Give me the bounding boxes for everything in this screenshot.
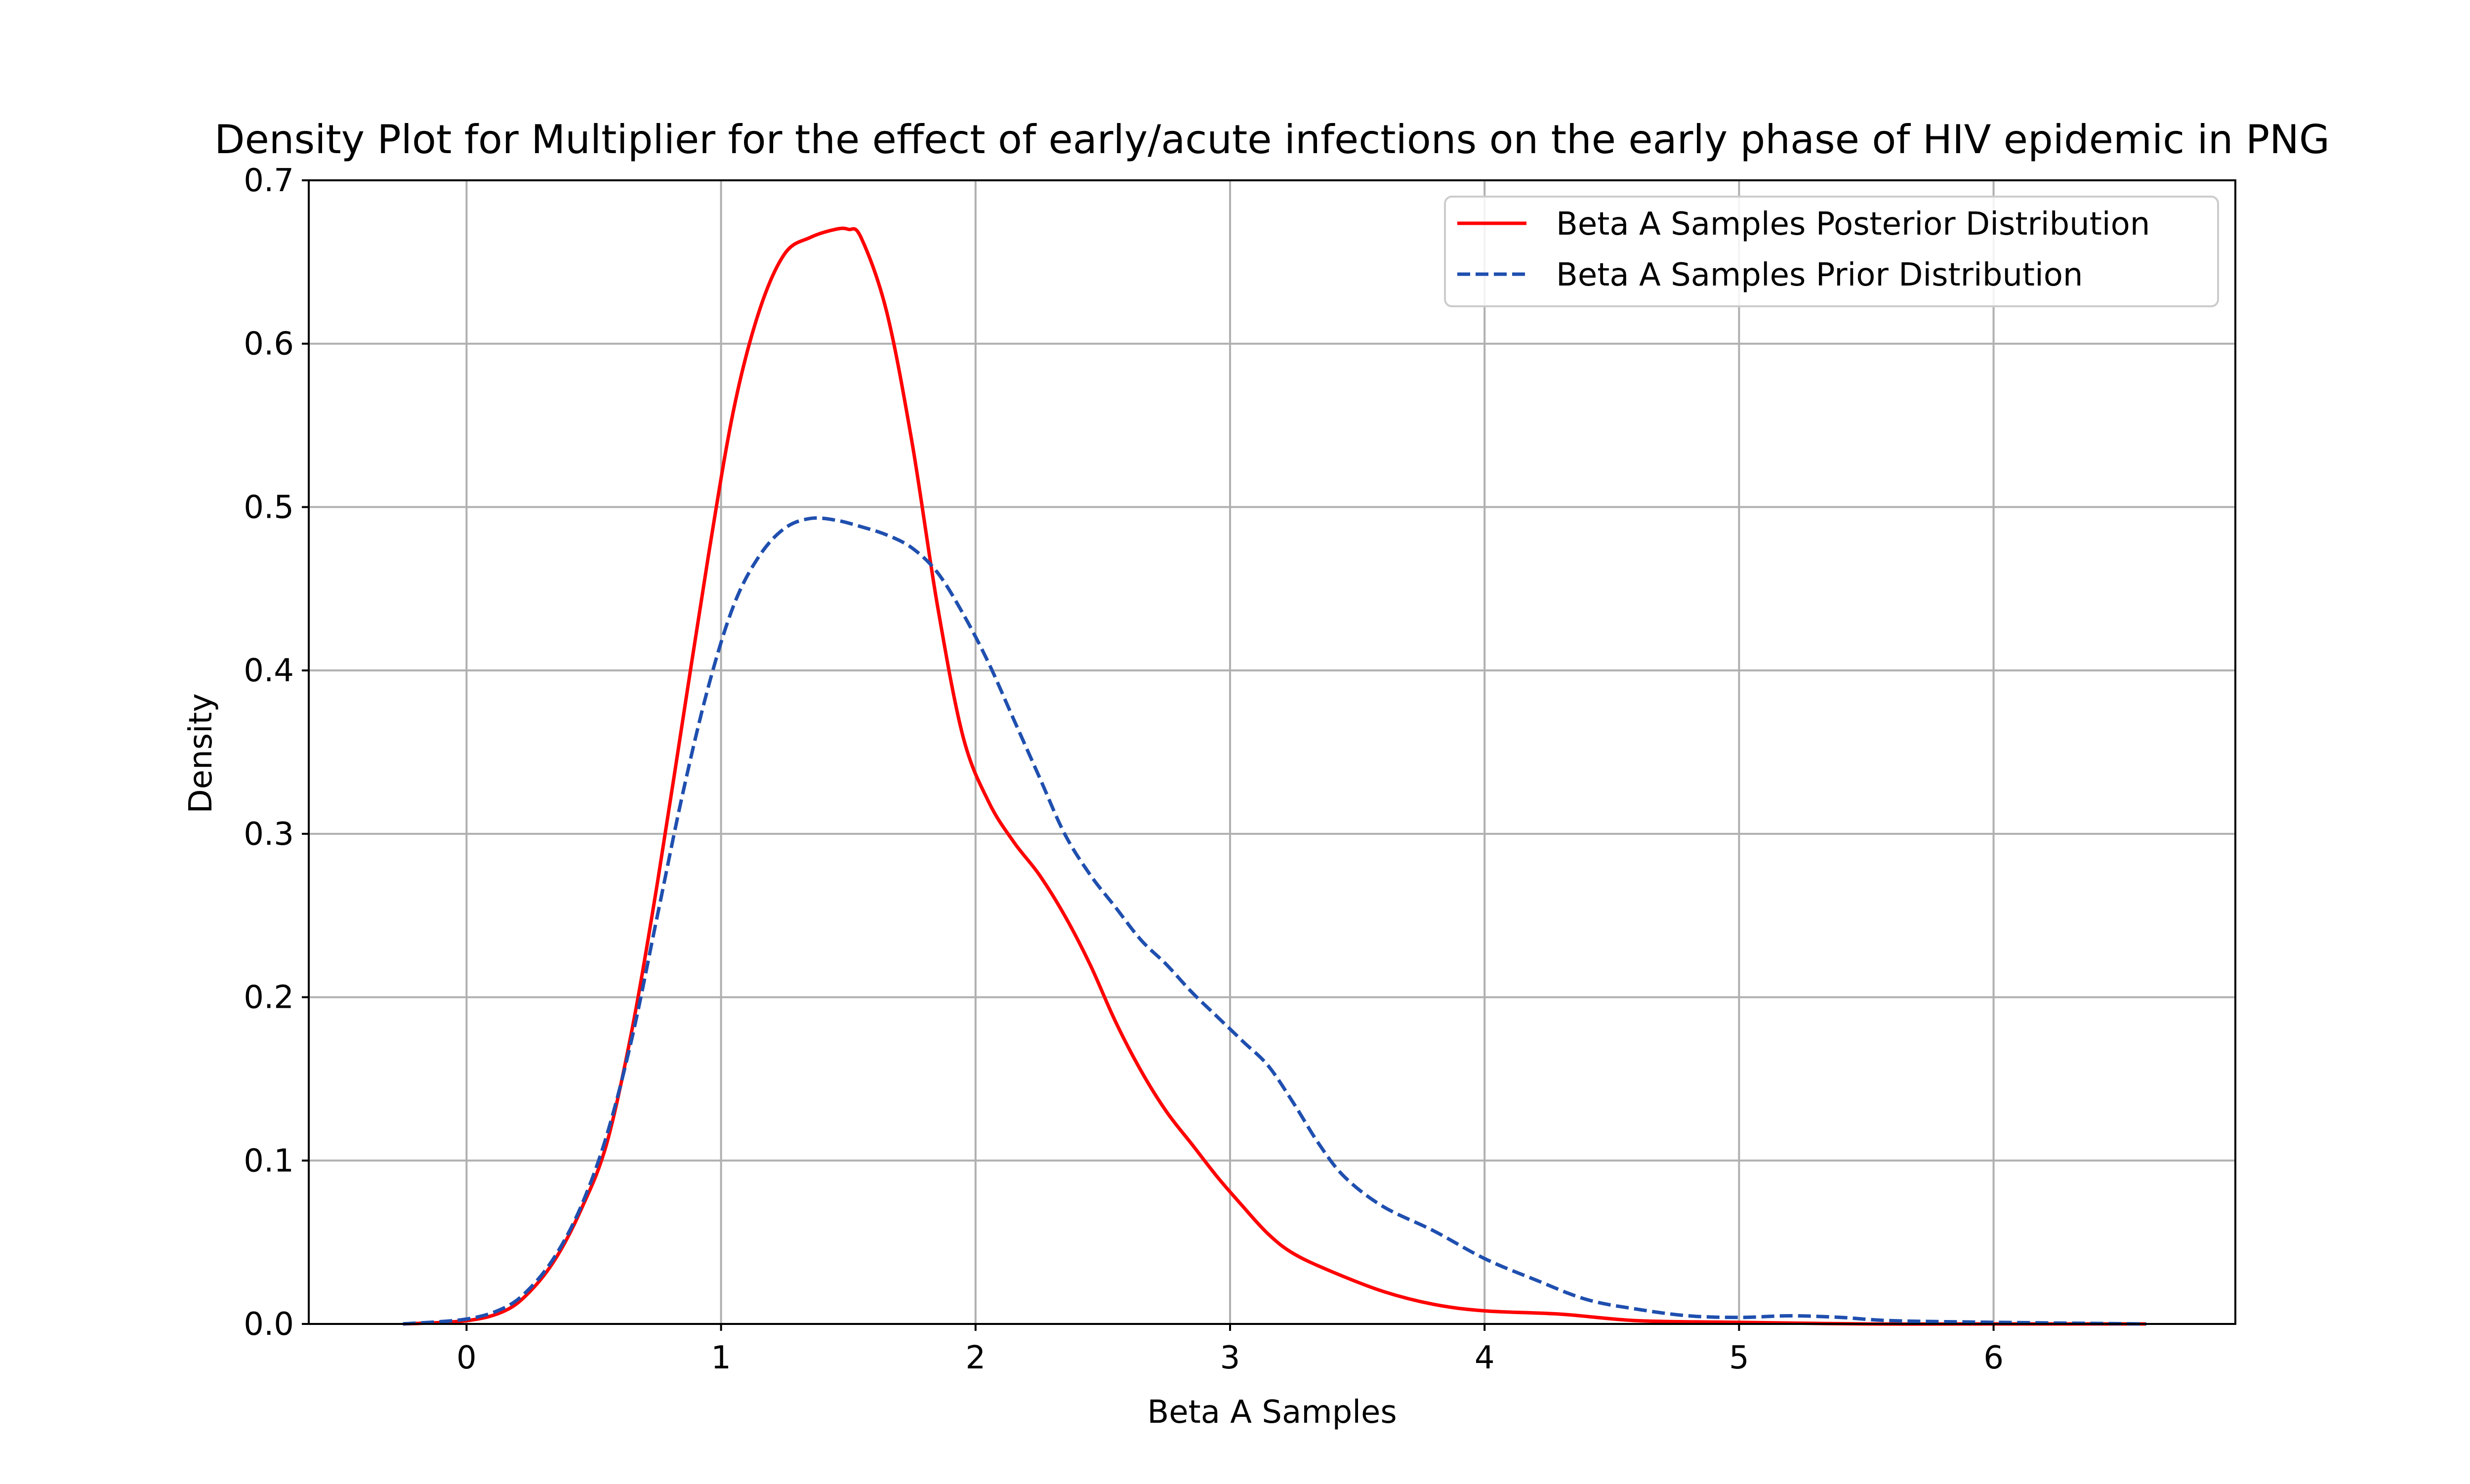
ticks: 0 1 2 3 4 5 6 0.0 0.1 0.2 0.3 0.4 0.5 0.6 0.7: [244, 163, 2004, 1376]
legend-label-posterior: Beta A Samples Posterior Distribution: [1556, 206, 2150, 243]
chart-title: Density Plot for Multiplier for the effe…: [214, 117, 2330, 163]
series-lines: [403, 226, 2146, 1326]
x-tick-label: 6: [1983, 1340, 2004, 1376]
y-tick-label: 0.6: [244, 326, 294, 363]
x-tick-label: 5: [1729, 1340, 1749, 1376]
y-tick-label: 0.4: [244, 653, 294, 689]
x-tick-label: 2: [965, 1340, 986, 1376]
y-tick-label: 0.7: [244, 163, 294, 199]
y-tick-label: 0.1: [244, 1143, 294, 1179]
x-tick-label: 1: [711, 1340, 731, 1376]
grid: [309, 179, 2235, 1325]
y-axis-label: Density: [183, 693, 219, 813]
axes-frame: [308, 179, 2236, 1325]
x-tick-label: 4: [1475, 1340, 1495, 1376]
x-axis-label: Beta A Samples: [1147, 1394, 1397, 1431]
y-tick-label: 0.5: [244, 489, 294, 526]
y-tick-label: 0.3: [244, 816, 294, 853]
prior-density-line: [403, 516, 2146, 1326]
x-tick-label: 0: [456, 1340, 477, 1376]
y-tick-label: 0.0: [244, 1306, 294, 1343]
legend-label-prior: Beta A Samples Prior Distribution: [1556, 257, 2083, 293]
y-tick-label: 0.2: [244, 980, 294, 1016]
x-tick-label: 3: [1220, 1340, 1240, 1376]
legend-box: [1444, 196, 2219, 307]
legend: Beta A Samples Posterior Distribution Be…: [1444, 196, 2219, 307]
posterior-density-line: [403, 226, 2146, 1326]
